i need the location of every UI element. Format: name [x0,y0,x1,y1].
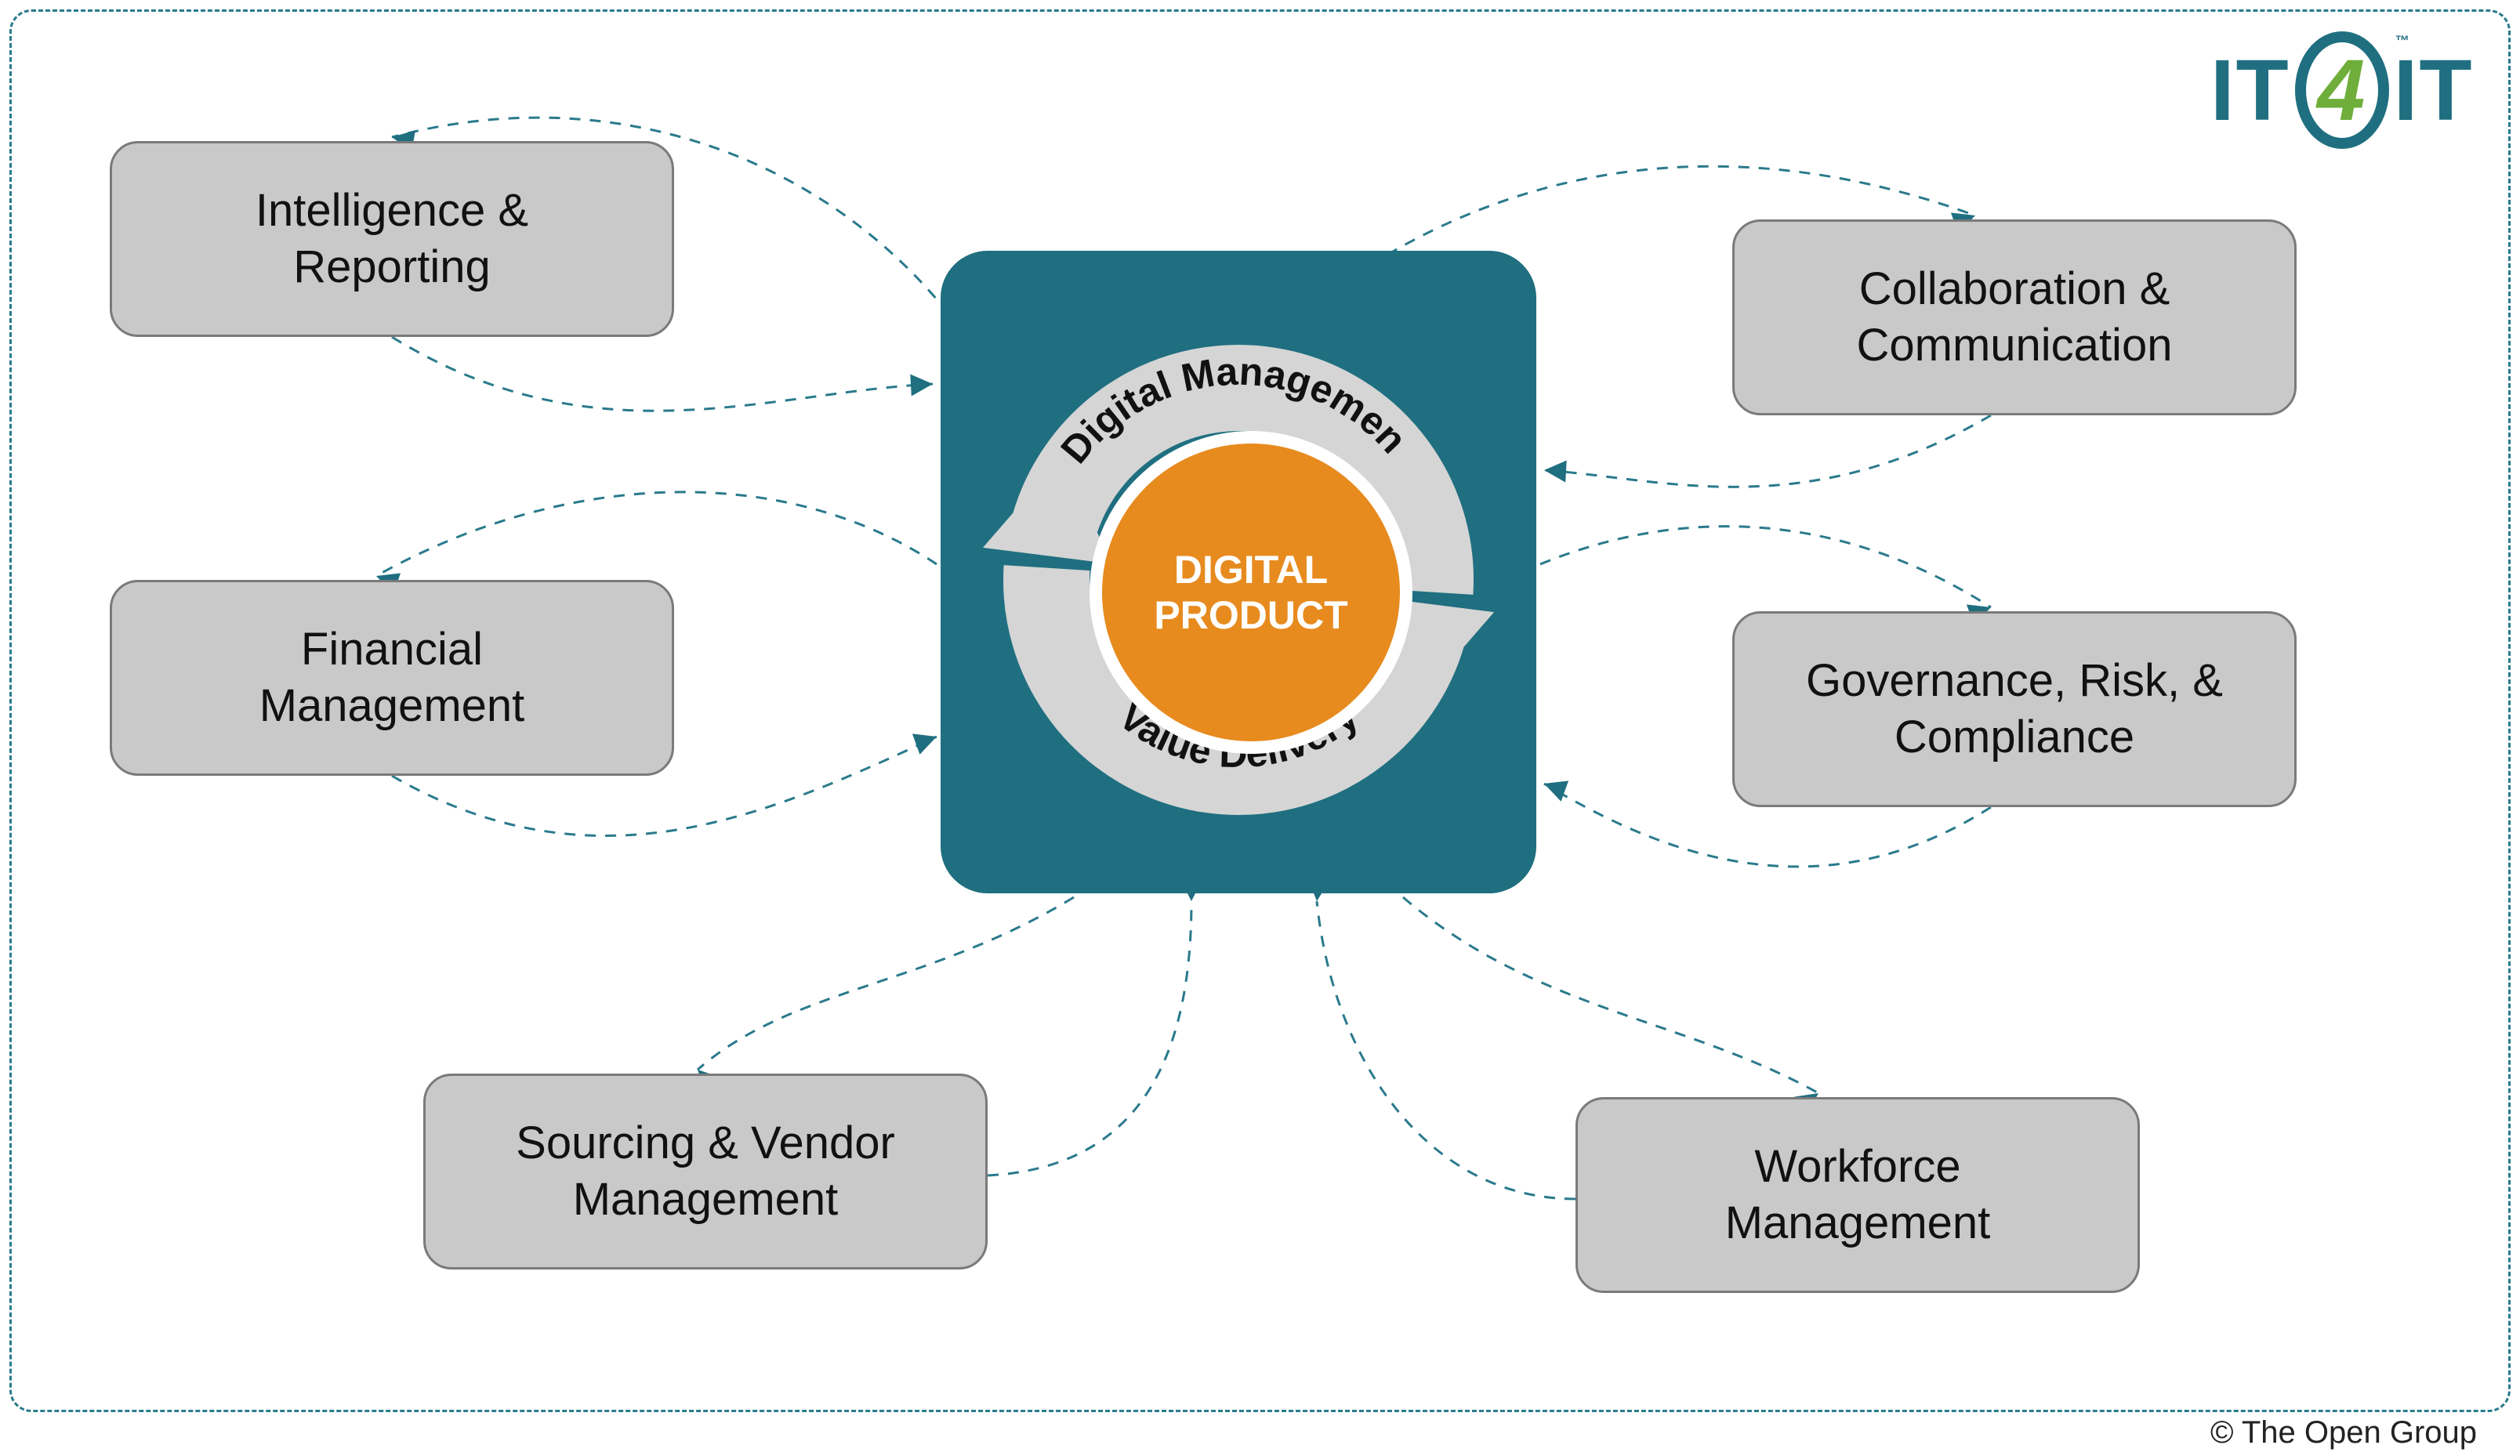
logo-text-left: IT [2210,41,2290,140]
node-label: Intelligence &Reporting [237,183,547,296]
node-label: WorkforceManagement [1706,1139,2010,1252]
node-financial: FinancialManagement [110,580,674,776]
node-sourcing: Sourcing & VendorManagement [423,1074,988,1269]
node-label: Collaboration &Communication [1838,261,2192,375]
node-governance: Governance, Risk, &Compliance [1732,611,2297,807]
logo-text-mid: 4 [2317,41,2366,140]
copyright: © The Open Group [2210,1415,2477,1451]
core-label-1: DIGITAL [1174,548,1328,592]
center-core: DIGITALPRODUCT [1090,431,1412,754]
node-label: Governance, Risk, &Compliance [1787,653,2242,766]
node-collaboration: Collaboration &Communication [1732,219,2297,415]
node-workforce: WorkforceManagement [1575,1097,2140,1293]
logo-text-right: ™IT [2394,41,2474,140]
core-label-2: PRODUCT [1154,593,1347,637]
logo-mid: 4 [2295,31,2389,149]
node-label: FinancialManagement [241,621,544,735]
it4it-logo: IT 4 ™IT [2210,31,2474,149]
node-label: Sourcing & VendorManagement [497,1115,914,1229]
diagram-canvas: Digital ManagementValue DeliveryDIGITALP… [0,0,2520,1456]
node-intelligence: Intelligence &Reporting [110,141,674,337]
logo-tm: ™ [2395,33,2411,49]
